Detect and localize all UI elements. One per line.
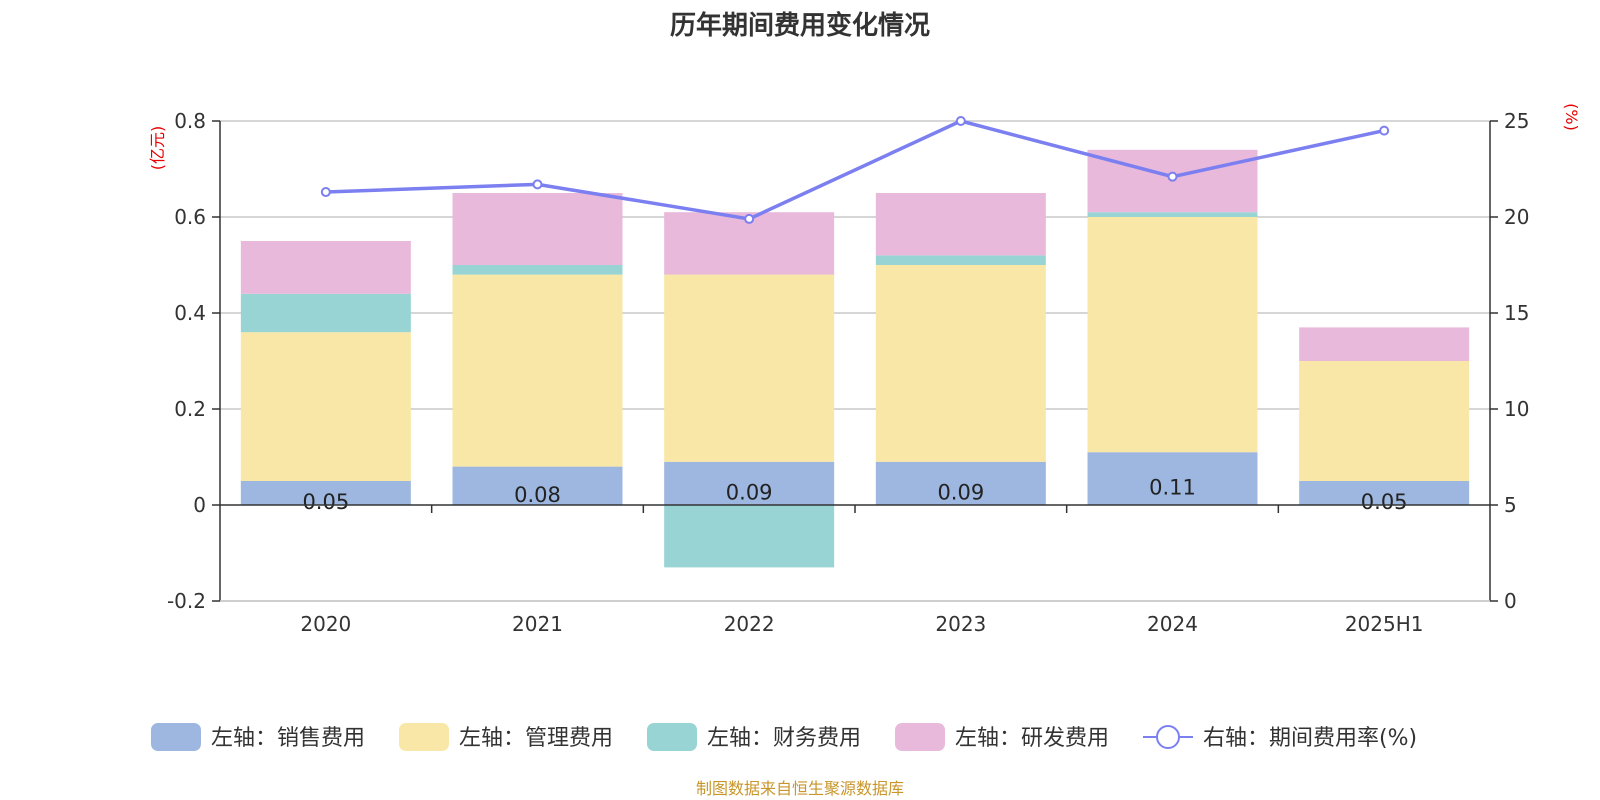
legend-swatch — [647, 723, 697, 751]
x-tick-label: 2023 — [935, 612, 986, 636]
bar — [1299, 327, 1470, 361]
left-tick-label: -0.2 — [167, 589, 206, 613]
bar — [875, 255, 1046, 265]
right-tick-label: 0 — [1504, 589, 1517, 613]
rate-point — [744, 213, 755, 224]
legend-label: 左轴：管理费用 — [459, 726, 613, 751]
left-tick-label: 0.2 — [174, 397, 206, 421]
chart-title: 历年期间费用变化情况 — [670, 10, 930, 41]
left-tick-label: 0.4 — [174, 301, 206, 325]
rate-point — [955, 116, 966, 126]
bar — [664, 505, 835, 568]
legend-swatch — [151, 723, 201, 751]
bar-data-label: 0.09 — [937, 480, 984, 504]
bar — [1087, 217, 1258, 453]
bar — [452, 193, 623, 265]
x-tick-label: 2022 — [724, 612, 775, 636]
bar — [240, 241, 411, 294]
x-tick-label: 2025H1 — [1345, 612, 1424, 636]
bar — [1087, 452, 1258, 505]
right-tick-label: 10 — [1504, 397, 1529, 421]
left-axis-unit: (亿元) — [148, 126, 167, 171]
bar — [664, 274, 835, 462]
legend-label: 左轴：销售费用 — [211, 726, 365, 751]
bar — [452, 265, 623, 275]
x-tick-label: 2024 — [1147, 612, 1198, 636]
bar-data-label: 0.09 — [726, 480, 773, 504]
bar — [664, 461, 835, 505]
x-tick-label: 2020 — [300, 612, 351, 636]
right-tick-label: 15 — [1504, 301, 1529, 325]
bars: 0.05 0.08 0.09 0.09 0.11 0.05 — [240, 149, 1470, 568]
left-tick-label: 0.6 — [174, 205, 206, 229]
left-tick-label: 0.8 — [174, 109, 206, 133]
bar — [240, 332, 411, 481]
bar — [875, 265, 1046, 462]
rate-point — [1379, 125, 1390, 136]
legend-swatch — [895, 723, 945, 751]
rate-point — [1167, 171, 1178, 182]
bar-data-label: 0.05 — [302, 490, 349, 514]
bar — [240, 481, 411, 505]
legend-label: 左轴：研发费用 — [955, 726, 1109, 751]
bar — [452, 466, 623, 505]
right-tick-label: 25 — [1504, 109, 1529, 133]
right-axis-unit: (%) — [1562, 103, 1581, 131]
axes: -0.2 0 0.2 0.4 0.6 0.8 0 5 10 15 20 25 2020 2021 2022 2… — [167, 109, 1529, 636]
right-tick-label: 5 — [1504, 493, 1517, 517]
legend-line-marker — [1156, 725, 1180, 749]
rate-point — [320, 187, 331, 198]
bar-data-label: 0.08 — [514, 483, 561, 507]
bar — [1299, 481, 1470, 505]
legend: 左轴：销售费用 左轴：管理费用 左轴：财务费用 左轴：研发费用 右轴：期间费用率(%) — [151, 723, 1417, 751]
right-tick-label: 20 — [1504, 205, 1529, 229]
bar — [1299, 361, 1470, 481]
rate-line — [320, 116, 1390, 224]
bar-data-label: 0.11 — [1149, 476, 1196, 500]
bar — [452, 274, 623, 467]
bar — [240, 293, 411, 333]
rate-point — [532, 179, 543, 190]
x-tick-label: 2021 — [512, 612, 563, 636]
bar-data-label: 0.05 — [1361, 490, 1408, 514]
left-tick-label: 0 — [193, 493, 206, 517]
bar — [875, 461, 1046, 505]
legend-swatch — [399, 723, 449, 751]
bar — [1087, 212, 1258, 217]
legend-label: 左轴：财务费用 — [707, 726, 861, 751]
source-note: 制图数据来自恒生聚源数据库 — [696, 779, 904, 798]
bar — [875, 193, 1046, 256]
legend-label: 右轴：期间费用率(%) — [1203, 726, 1417, 751]
rate-polyline — [325, 119, 1385, 221]
